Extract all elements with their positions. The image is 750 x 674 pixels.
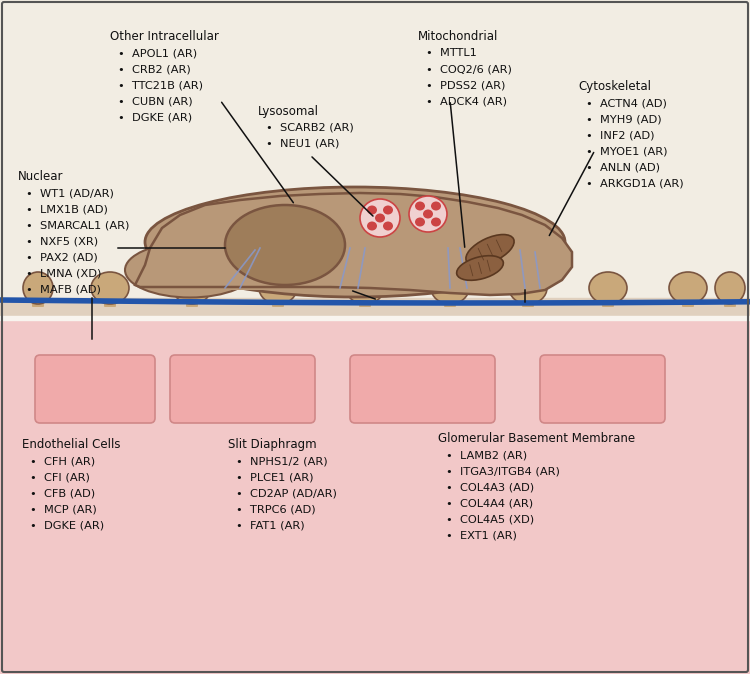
Text: Cytoskeletal: Cytoskeletal [578,80,651,93]
Text: •  APOL1 (AR): • APOL1 (AR) [118,48,197,58]
Ellipse shape [589,272,627,304]
Ellipse shape [367,222,377,231]
Ellipse shape [431,202,441,210]
Text: •  WT1 (AD/AR): • WT1 (AD/AR) [26,188,114,198]
Text: •  MYOE1 (AR): • MYOE1 (AR) [586,146,668,156]
Text: •  TTC21B (AR): • TTC21B (AR) [118,80,203,90]
Text: •  COQ2/6 (AR): • COQ2/6 (AR) [426,64,512,74]
Text: •  MTTL1: • MTTL1 [426,48,477,58]
Ellipse shape [509,272,547,304]
FancyBboxPatch shape [150,240,280,290]
Text: •  EXT1 (AR): • EXT1 (AR) [446,530,517,540]
Text: •  TRPC6 (AD): • TRPC6 (AD) [236,504,316,514]
FancyBboxPatch shape [359,289,371,307]
Text: •  SMARCAL1 (AR): • SMARCAL1 (AR) [26,220,129,230]
Ellipse shape [259,272,297,304]
Text: •  LMNA (XD): • LMNA (XD) [26,268,101,278]
FancyBboxPatch shape [540,355,665,423]
Ellipse shape [466,235,514,266]
Text: •  DGKE (AR): • DGKE (AR) [30,520,104,530]
FancyBboxPatch shape [522,289,534,307]
Text: •  NPHS1/2 (AR): • NPHS1/2 (AR) [236,456,328,466]
FancyBboxPatch shape [350,355,495,423]
Text: •  CUBN (AR): • CUBN (AR) [118,96,193,106]
FancyBboxPatch shape [444,289,456,307]
Ellipse shape [431,218,441,226]
Ellipse shape [91,272,129,304]
FancyBboxPatch shape [35,355,155,423]
Text: •  PAX2 (AD): • PAX2 (AD) [26,252,98,262]
Text: •  PDSS2 (AR): • PDSS2 (AR) [426,80,506,90]
Ellipse shape [457,255,503,280]
Text: •  COL4A5 (XD): • COL4A5 (XD) [446,514,534,524]
Text: •  COL4A4 (AR): • COL4A4 (AR) [446,498,533,508]
FancyBboxPatch shape [186,289,198,307]
Text: •  FAT1 (AR): • FAT1 (AR) [236,520,304,530]
Text: •  ANLN (AD): • ANLN (AD) [586,162,660,172]
Text: •  CD2AP (AD/AR): • CD2AP (AD/AR) [236,488,337,498]
Ellipse shape [225,205,345,285]
Text: •  CFB (AD): • CFB (AD) [30,488,95,498]
Text: •  PLCE1 (AR): • PLCE1 (AR) [236,472,314,482]
Ellipse shape [431,272,469,304]
Text: •  SCARB2 (AR): • SCARB2 (AR) [266,123,354,133]
FancyBboxPatch shape [104,289,116,307]
Text: •  COL4A3 (AD): • COL4A3 (AD) [446,482,534,492]
Ellipse shape [715,272,745,304]
Ellipse shape [409,196,447,232]
FancyBboxPatch shape [724,289,736,307]
Text: •  MYH9 (AD): • MYH9 (AD) [586,114,662,124]
FancyBboxPatch shape [170,355,315,423]
Text: •  ARKGD1A (AR): • ARKGD1A (AR) [586,178,684,188]
Ellipse shape [423,210,433,218]
Text: •  ADCK4 (AR): • ADCK4 (AR) [426,96,507,106]
Text: Endothelial Cells: Endothelial Cells [22,438,121,451]
Ellipse shape [415,218,425,226]
Text: •  NEU1 (AR): • NEU1 (AR) [266,139,339,149]
Text: Slit Diaphragm: Slit Diaphragm [228,438,316,451]
FancyBboxPatch shape [272,289,284,307]
Text: •  CFH (AR): • CFH (AR) [30,456,95,466]
Text: •  MAFB (AD): • MAFB (AD) [26,284,100,294]
Text: •  LMX1B (AD): • LMX1B (AD) [26,204,108,214]
Text: Glomerular Basement Membrane: Glomerular Basement Membrane [438,432,635,445]
Ellipse shape [360,199,400,237]
Ellipse shape [383,222,393,231]
Text: Mitochondrial: Mitochondrial [418,30,498,43]
Ellipse shape [23,272,53,304]
FancyBboxPatch shape [682,289,694,307]
Text: •  MCP (AR): • MCP (AR) [30,504,97,514]
Text: •  NXF5 (XR): • NXF5 (XR) [26,236,98,246]
Text: Lysosomal: Lysosomal [258,105,319,118]
Text: •  CRB2 (AR): • CRB2 (AR) [118,64,190,74]
Text: Nuclear: Nuclear [18,170,64,183]
Ellipse shape [669,272,707,304]
Ellipse shape [383,206,393,214]
Text: Other Intracellular: Other Intracellular [110,30,219,43]
Text: •  ACTN4 (AD): • ACTN4 (AD) [586,98,667,108]
Text: •  DGKE (AR): • DGKE (AR) [118,112,192,122]
Ellipse shape [173,272,211,304]
Ellipse shape [415,202,425,210]
Ellipse shape [346,272,384,304]
FancyBboxPatch shape [32,289,44,307]
PathPatch shape [135,193,572,295]
Text: •  ITGA3/ITGB4 (AR): • ITGA3/ITGB4 (AR) [446,466,560,476]
Text: •  CFI (AR): • CFI (AR) [30,472,90,482]
Text: •  INF2 (AD): • INF2 (AD) [586,130,655,140]
Text: •  LAMB2 (AR): • LAMB2 (AR) [446,450,527,460]
Ellipse shape [125,243,255,297]
FancyBboxPatch shape [602,289,614,307]
Ellipse shape [145,187,565,297]
Ellipse shape [367,206,377,214]
Ellipse shape [375,214,385,222]
